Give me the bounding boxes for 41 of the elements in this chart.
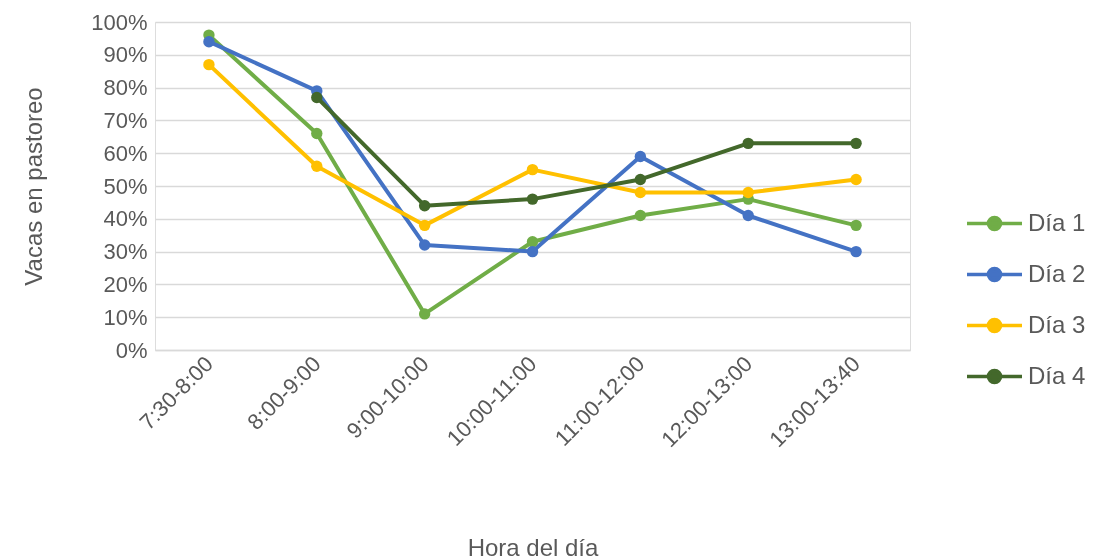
point [634,150,647,163]
point [311,91,323,104]
point [526,236,539,248]
point [526,245,539,258]
y-axis-title: Vacas en pastoreo [20,87,48,286]
point [418,308,431,320]
point [311,160,323,173]
point [742,137,754,150]
point [634,186,647,199]
point [742,186,754,199]
y-tick-label: 50% [103,173,148,199]
point [850,137,862,150]
legend-label: Día 3 [1028,310,1086,338]
point [203,35,215,48]
legend-label: Día 1 [1028,208,1086,236]
y-tick-label: 20% [103,271,148,297]
point [203,58,215,71]
point [742,209,754,222]
y-tick-label: 0% [115,337,148,363]
point [850,245,862,258]
legend-label: Día 4 [1028,361,1086,389]
y-tick-label: 40% [103,206,148,232]
point [418,239,431,251]
point [418,219,431,232]
point [850,219,862,232]
y-tick-label: 30% [103,239,148,265]
point [311,127,323,140]
y-tick-label: 60% [103,140,148,166]
point [418,199,431,212]
y-tick-label: 10% [103,304,148,330]
y-tick-label: 90% [103,42,148,68]
y-tick-label: 80% [103,75,148,101]
y-tick-label: 100% [91,9,148,35]
legend-label: Día 2 [1028,259,1086,287]
point [634,173,647,186]
point [850,173,862,186]
point [526,163,539,176]
point [634,209,647,222]
point [526,193,539,205]
x-axis-title: Hora del día [467,534,600,556]
y-tick-label: 70% [103,107,148,133]
